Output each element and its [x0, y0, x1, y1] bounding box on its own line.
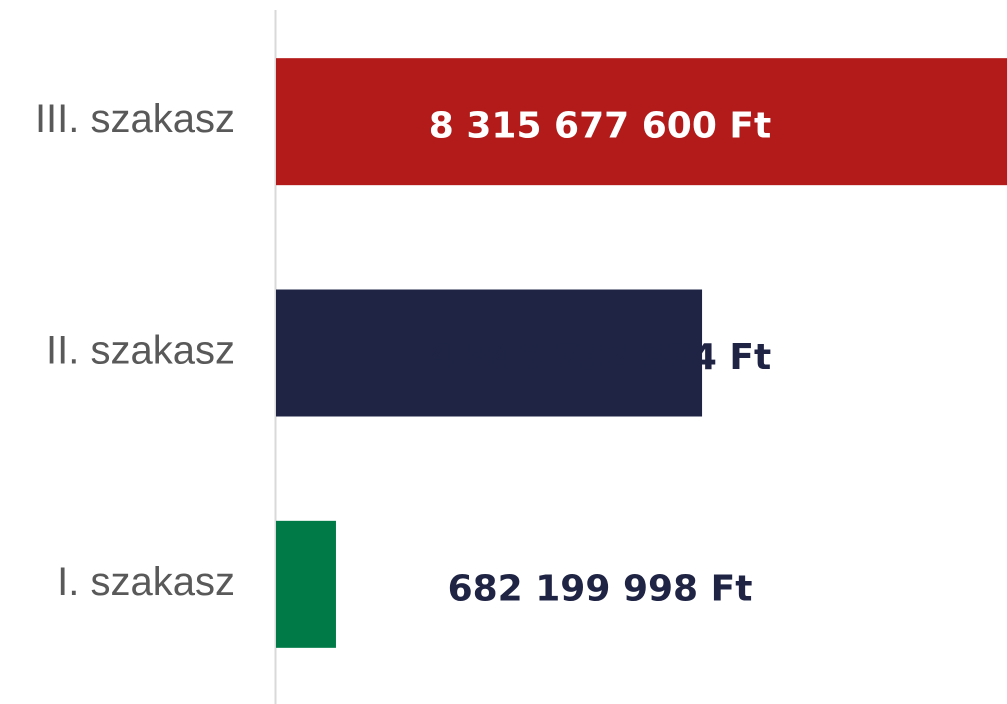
bar: [276, 520, 336, 648]
value-label: 682 199 998 Ft: [448, 568, 753, 609]
bar: [276, 289, 703, 417]
category-label: I. szakasz: [57, 560, 235, 604]
value-label: 4 846 732 374 Ft: [429, 337, 771, 378]
category-label: III. szakasz: [35, 97, 235, 141]
category-label: II. szakasz: [46, 329, 235, 373]
bar: [276, 58, 1007, 186]
value-label: 8 315 677 600 Ft: [429, 106, 771, 147]
